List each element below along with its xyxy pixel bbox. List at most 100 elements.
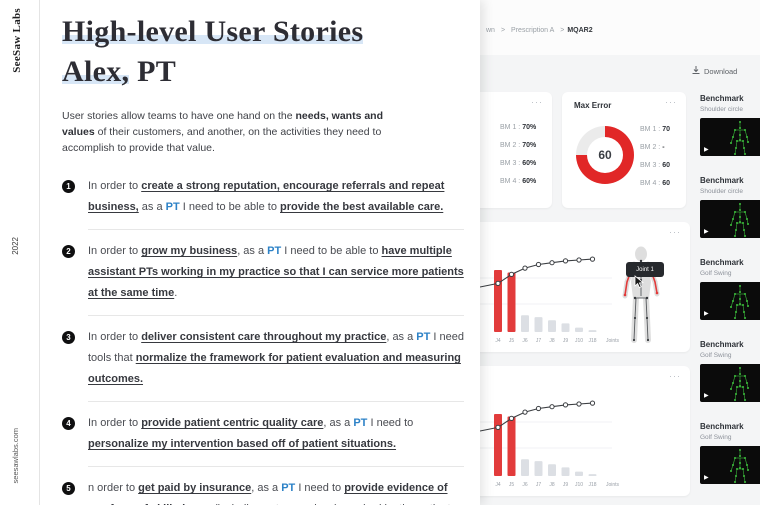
story-plain-text: I need to be able to — [179, 201, 281, 213]
title-line-2-highlight: Alex, — [62, 55, 130, 88]
line-marker — [576, 401, 582, 407]
card-menu-icon[interactable]: ··· — [669, 371, 681, 381]
page-title: High-level User Stories Alex, PT — [62, 12, 480, 92]
mouse-cursor — [634, 275, 644, 289]
story-goal-text: personalize my intervention based off of… — [88, 438, 397, 450]
story-plain-text: In order to — [88, 417, 142, 429]
line-marker — [589, 256, 596, 262]
pareto-bar — [521, 315, 529, 332]
pareto-bar — [548, 320, 556, 332]
intro-text-segment: of their customers, and another, on the … — [62, 126, 382, 154]
benchmark-card: Benchmark Shoulder circle ▶ — [700, 176, 760, 238]
play-icon[interactable]: ▶ — [704, 147, 709, 153]
x-axis-tick-label: J5 — [509, 482, 515, 488]
story-goal-text: provide patient centric quality care — [141, 417, 324, 429]
bm-value: 60% — [522, 178, 537, 185]
pareto-bar — [575, 327, 583, 332]
line-marker — [522, 265, 528, 271]
max-error-card: Max Error ··· 60 BM 1 :70 BM 2 : - BM 3 :60… — [562, 92, 686, 208]
pareto-bar — [507, 416, 516, 476]
story-plain-text: I need to — [367, 417, 414, 429]
gauge-value: 60 — [587, 137, 623, 173]
story-goal-text: create a strong reputation, encourage re… — [88, 180, 445, 213]
user-story-item: 5 n order to get paid by insurance, as a … — [62, 478, 464, 505]
story-plain-text: In order to — [88, 331, 142, 343]
story-text: In order to provide patient centric qual… — [88, 413, 464, 467]
gauge-legend-row: BM 1 :70 — [640, 126, 670, 144]
story-plain-text: (including extra sessions) required by t… — [88, 503, 454, 505]
play-icon[interactable]: ▶ — [704, 229, 709, 235]
bm-value: - — [662, 144, 665, 151]
pareto-bar — [521, 459, 529, 476]
download-button[interactable]: Download — [692, 66, 737, 77]
story-goal-text: normalize the framework for patient eval… — [88, 352, 461, 385]
user-stories-list: 1 In order to create a strong reputation,… — [62, 176, 464, 505]
story-plain-text: as a — [138, 201, 166, 213]
story-number-badge: 2 — [62, 245, 75, 258]
benchmark-video-thumbnail[interactable]: ▶ — [700, 118, 760, 156]
story-goal-text: deliver consistent care throughout my pr… — [141, 331, 387, 343]
skeleton-preview — [730, 121, 749, 155]
story-plain-text: In order to — [88, 245, 142, 257]
x-axis-tick-label: J10 — [575, 482, 583, 488]
skeleton-preview — [730, 449, 749, 483]
gauge-legend-rows: BM 1 :70 BM 2 : - BM 3 :60 BM 4 :60 — [640, 126, 670, 198]
x-axis-tick-label: J10 — [575, 338, 583, 344]
bm-value: 70% — [522, 142, 537, 149]
bm-value: 60% — [522, 160, 537, 167]
story-goal-text: get paid by insurance — [138, 482, 252, 494]
benchmark-video-thumbnail[interactable]: ▶ — [700, 200, 760, 238]
x-axis-tick-label: J7 — [536, 482, 542, 488]
card-menu-icon[interactable]: ··· — [665, 97, 677, 107]
play-icon[interactable]: ▶ — [704, 311, 709, 317]
intro-paragraph: User stories allow teams to have one han… — [62, 108, 404, 156]
story-goal-text: provide the best available care. — [280, 201, 444, 213]
benchmark-card: Benchmark Golf Swing ▶ — [700, 258, 760, 320]
line-marker — [576, 257, 582, 263]
x-axis-tick-label: J7 — [536, 338, 542, 344]
user-story-item: 2 In order to grow my business, as a PT I… — [62, 241, 464, 316]
line-marker — [549, 404, 555, 410]
play-icon[interactable]: ▶ — [704, 393, 709, 399]
x-axis-tick-label: J18 — [588, 338, 596, 344]
x-axis-tick-label: J8 — [549, 338, 555, 344]
play-icon[interactable]: ▶ — [704, 475, 709, 481]
line-marker — [522, 409, 528, 415]
title-line-1: High-level User Stories — [62, 15, 364, 48]
benchmark-video-thumbnail[interactable]: ▶ — [700, 446, 760, 484]
breadcrumb-prefix: wn — [486, 27, 495, 34]
story-number-badge: 4 — [62, 417, 75, 430]
line-marker — [589, 400, 596, 406]
pareto-bar — [494, 270, 502, 332]
card-menu-icon[interactable]: ··· — [669, 227, 681, 237]
benchmark-title: Benchmark — [700, 340, 744, 349]
pareto-chart: J4 J5 J6 J7 J8 J9 J10 J18 Joints — [480, 400, 620, 488]
metric-row: BM 2 :70% — [500, 142, 536, 160]
user-story-item: 3 In order to deliver consistent care thr… — [62, 327, 464, 402]
bm-label: BM 1 : — [500, 124, 521, 131]
joint-tooltip: Joint 1 — [626, 262, 664, 277]
benchmark-title: Benchmark — [700, 422, 744, 431]
line-marker — [535, 405, 542, 412]
story-goal-text: grow my business — [141, 245, 238, 257]
benchmark-video-thumbnail[interactable]: ▶ — [700, 364, 760, 402]
breadcrumb-separator: > — [500, 27, 506, 34]
line-marker — [508, 415, 515, 422]
card-menu-icon[interactable]: ··· — [531, 97, 543, 107]
x-axis-tick-label: J18 — [588, 482, 596, 488]
gauge-legend-row: BM 2 :- — [640, 144, 670, 162]
metric-row: BM 1 :70% — [500, 124, 536, 142]
breadcrumb-item-prescription[interactable]: Prescription A — [511, 27, 555, 34]
benchmark-video-thumbnail[interactable]: ▶ — [700, 282, 760, 320]
story-goal-text: have multiple assistant PTs working in m… — [88, 245, 464, 299]
line-marker — [495, 424, 501, 431]
gauge-legend-row: BM 3 :60 — [640, 162, 670, 180]
gauge-legend-row: BM 4 :60 — [640, 180, 670, 198]
pareto-bar — [575, 471, 583, 476]
benchmark-subtitle: Golf Swing — [700, 434, 732, 441]
line-marker — [535, 261, 542, 268]
breadcrumb-item-current[interactable]: MQAR2 — [567, 27, 593, 34]
line-marker — [549, 260, 555, 266]
story-plain-text: In order to — [88, 180, 142, 192]
